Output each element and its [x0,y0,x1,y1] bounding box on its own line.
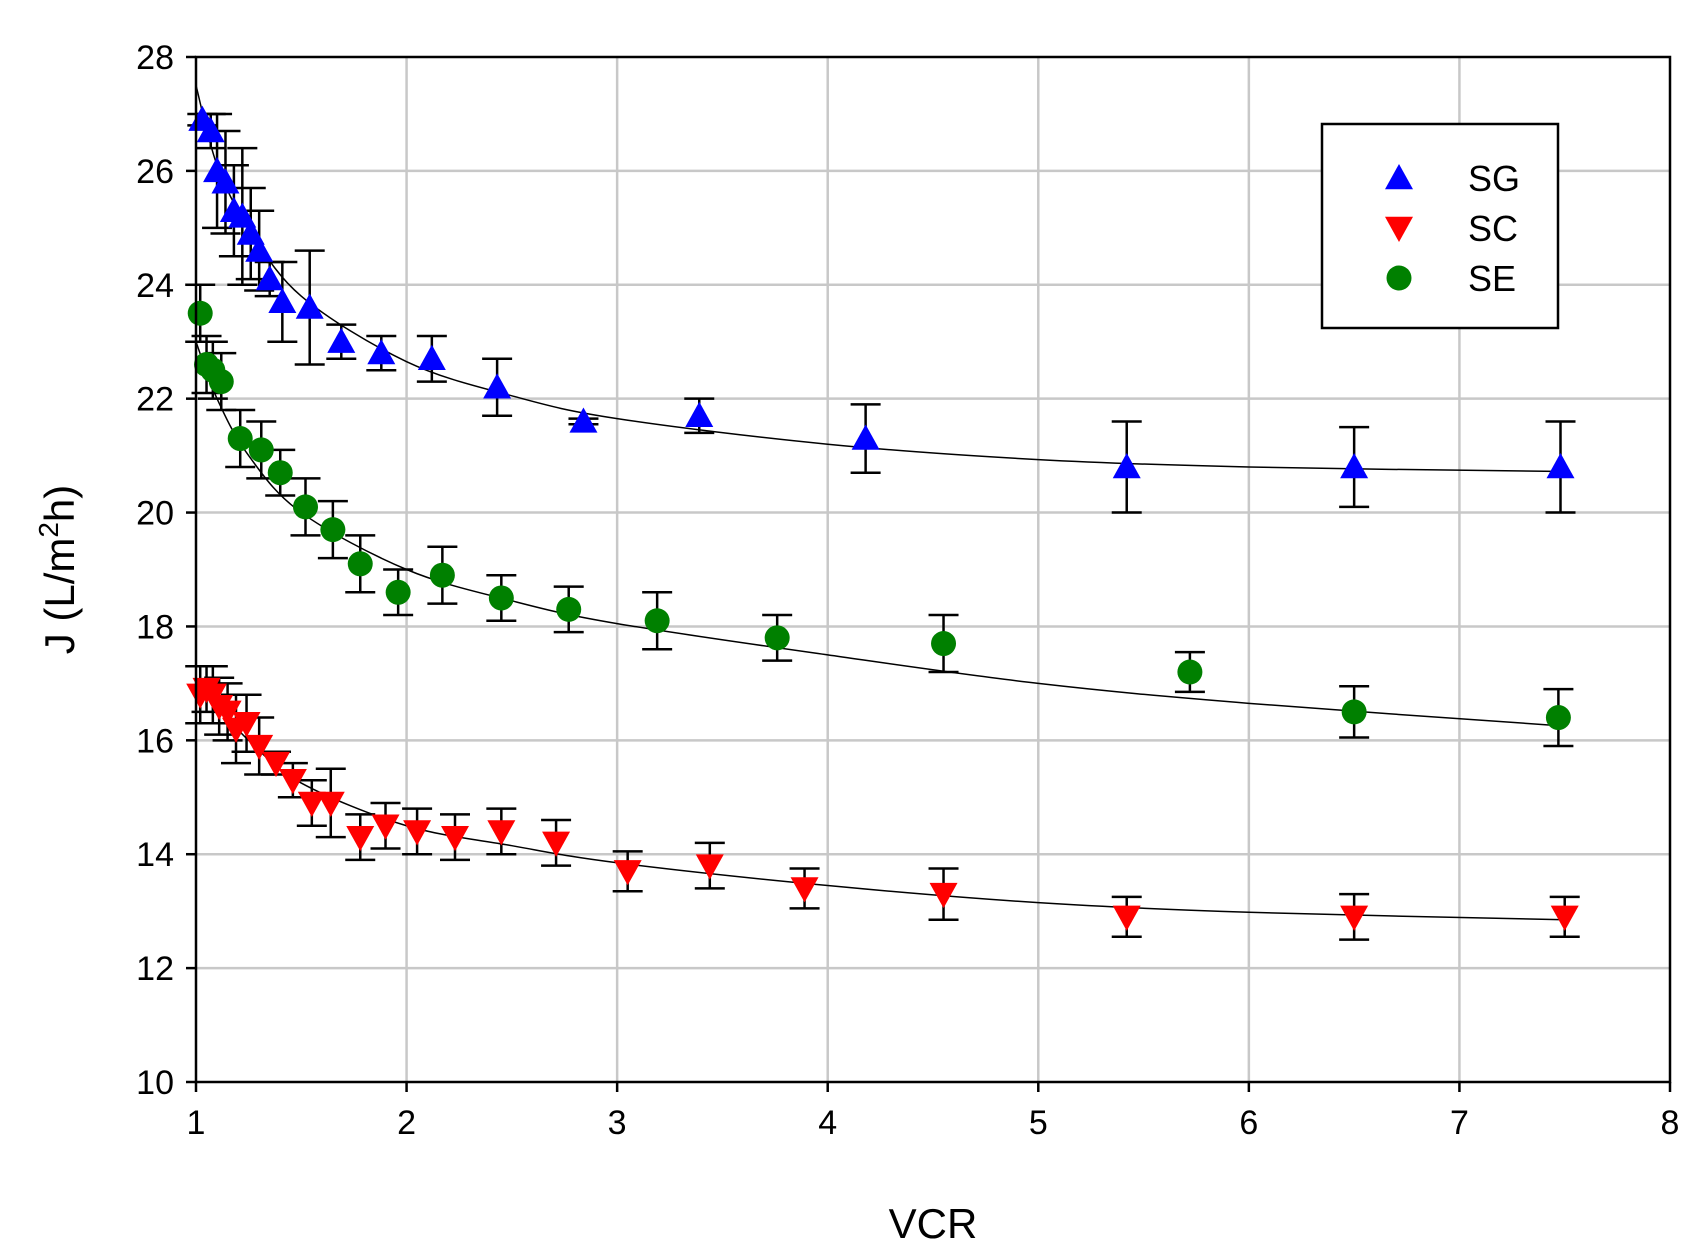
x-tick-label: 6 [1239,1104,1258,1142]
x-axis-ticks: 1 2 3 4 5 6 7 8 [187,1082,1680,1142]
sg-data-point [1340,453,1369,479]
sg-data-point [417,344,446,371]
sc-data-point [297,791,326,817]
se-data-point [644,608,670,634]
se-data-point [320,517,346,543]
sc-data-point [346,825,375,852]
legend-label-se: SE [1468,258,1516,299]
sc-data-point [245,734,274,761]
se-data-point [556,596,582,622]
sg-data-point [228,202,257,228]
se-data-point [227,426,253,452]
y-tick-label: 14 [136,836,174,874]
legend-marker-sc [1385,216,1413,242]
y-tick-label: 12 [136,950,174,988]
sg-data-point [255,265,284,291]
sg-data-point [268,287,297,314]
x-tick-label: 4 [818,1104,837,1142]
se-data-point [347,551,373,577]
se-data-point [488,585,514,611]
sc-data-point [403,820,432,846]
se-data-point [292,494,318,520]
sc-data-point [487,820,516,846]
sc-data-point [790,877,819,903]
y-axis-title-main: J (L/m [36,538,83,655]
sg-data-point [569,407,598,433]
y-axis-title: J (L/m2h) [33,485,83,655]
se-data-point [764,625,790,651]
sg-data-point [295,293,324,319]
legend: SG SC SE [1320,122,1560,330]
legend-item-sc: SC [1385,208,1518,249]
y-tick-label: 24 [136,267,174,305]
y-tick-label: 20 [136,495,174,533]
sg-data-point [196,117,225,143]
data-markers [186,105,1579,931]
sc-data-point [262,751,291,778]
y-tick-label: 26 [136,153,174,191]
sc-data-point [441,825,470,852]
x-tick-label: 8 [1661,1104,1680,1142]
y-tick-label: 10 [136,1064,174,1102]
x-tick-label: 1 [187,1104,206,1142]
sg-data-point [483,373,512,399]
sg-data-point [327,327,356,353]
se-data-point [208,369,234,395]
y-tick-label: 16 [136,722,174,760]
legend-item-sg: SG [1385,158,1520,199]
plot-area-frame [194,55,1672,1084]
y-axis-ticks: 10 12 14 16 18 20 22 24 26 28 [136,39,196,1102]
sg-data-point [1112,453,1141,479]
x-tick-label: 7 [1450,1104,1469,1142]
sc-data-point [232,712,261,738]
sc-data-point [542,831,571,857]
sc-data-point [695,854,724,880]
y-axis-title-unit: h) [36,485,83,522]
sc-data-point [213,700,242,726]
x-tick-label: 5 [1029,1104,1048,1142]
sg-data-point [245,236,274,262]
sc-data-point [1550,905,1579,931]
y-axis-title-superscript: 2 [33,522,64,538]
se-data-point [267,460,293,486]
sg-data-point [367,339,396,365]
legend-box [1320,122,1560,330]
sc-data-point [1340,905,1369,931]
se-data-point [1177,659,1203,685]
se-data-point [931,631,957,657]
se-data-point [187,300,213,326]
x-axis-title: VCR [889,1200,978,1245]
legend-label-sc: SC [1468,208,1518,249]
se-data-point [1341,699,1367,725]
se-data-point [248,437,274,463]
se-data-point [429,562,455,588]
legend-item-se: SE [1386,258,1516,299]
sc-data-point [278,768,307,795]
y-tick-label: 22 [136,381,174,419]
se-fit-curve [195,341,1565,727]
legend-marker-sg [1385,164,1413,190]
x-tick-label: 3 [608,1104,627,1142]
y-tick-label: 28 [136,39,174,77]
legend-label-sg: SG [1468,158,1520,199]
sg-data-point [236,219,265,245]
sc-data-point [613,860,642,886]
legend-marker-se [1386,265,1412,291]
sg-data-point [851,424,880,450]
sc-data-point [929,882,958,909]
se-data-point [1545,705,1571,731]
sc-data-point [371,814,400,840]
x-tick-label: 2 [397,1104,416,1142]
sc-data-point [1112,905,1141,931]
y-tick-label: 18 [136,608,174,646]
se-data-point [385,579,411,605]
sg-data-point [1546,453,1575,479]
sg-data-point [685,401,714,427]
sg-data-point [211,168,240,194]
sc-data-point [316,791,345,817]
